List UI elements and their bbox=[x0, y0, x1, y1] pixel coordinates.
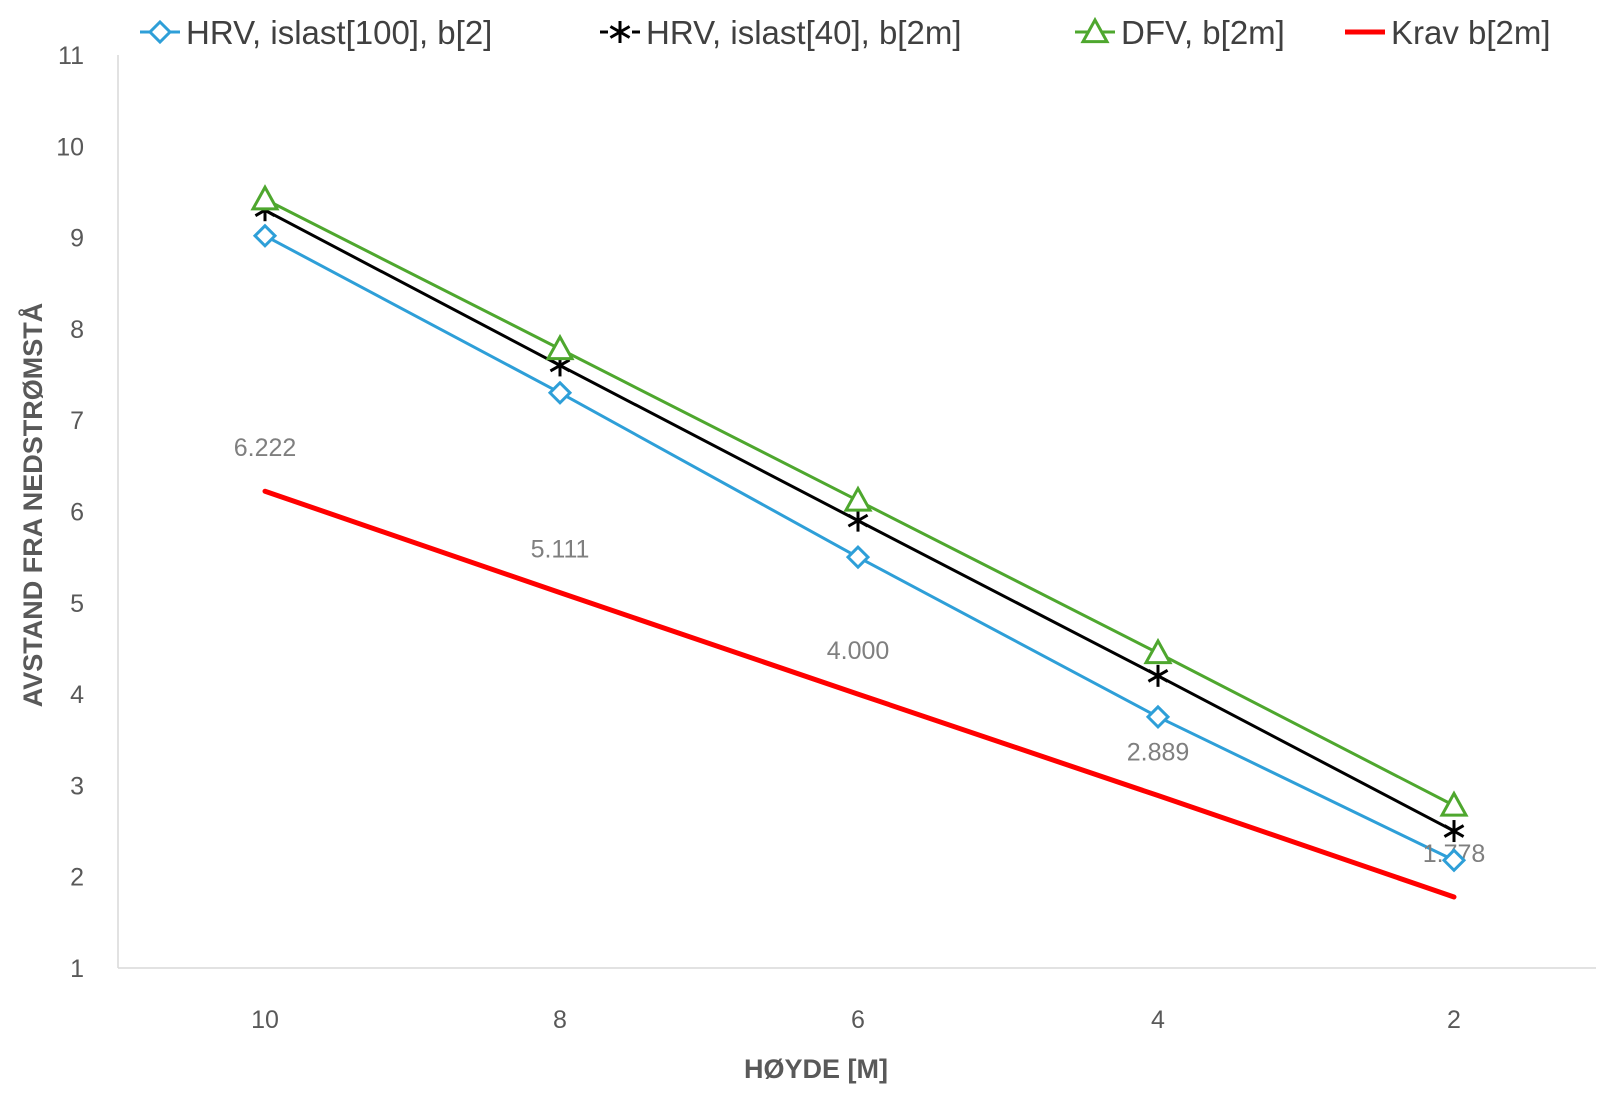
series-3-point bbox=[1143, 637, 1173, 665]
series-2-point bbox=[847, 509, 869, 532]
y-tick-label: 5 bbox=[70, 590, 84, 618]
x-tick-label: 6 bbox=[851, 1006, 865, 1034]
legend-marker bbox=[609, 21, 631, 43]
x-tick-label: 8 bbox=[553, 1006, 567, 1034]
y-tick-label: 11 bbox=[58, 42, 84, 70]
series-1-point bbox=[845, 545, 871, 570]
y-tick-label: 1 bbox=[70, 955, 84, 983]
legend-marker bbox=[147, 19, 173, 45]
legend-label: Krav b[2m] bbox=[1391, 14, 1551, 51]
legend-item: HRV, islast[100], b[2] bbox=[140, 14, 492, 51]
legend-label: HRV, islast[100], b[2] bbox=[186, 14, 492, 51]
y-tick-label: 8 bbox=[70, 316, 84, 344]
x-tick-label: 4 bbox=[1151, 1006, 1165, 1034]
legend-label: HRV, islast[40], b[2m] bbox=[646, 14, 961, 51]
series-1-point bbox=[547, 380, 573, 405]
x-axis-title: HØYDE [M] bbox=[744, 1054, 888, 1084]
series-2-point bbox=[1147, 664, 1169, 687]
series-3-point bbox=[1439, 790, 1469, 817]
series-3-point bbox=[843, 485, 873, 512]
x-tick-label: 10 bbox=[251, 1006, 279, 1034]
y-tick-label: 6 bbox=[70, 499, 84, 527]
legend-marker bbox=[1080, 16, 1110, 44]
y-tick-label: 7 bbox=[70, 407, 84, 435]
legend-item: DFV, b[2m] bbox=[1075, 14, 1285, 51]
data-label: 4.000 bbox=[827, 637, 890, 665]
series-3-point bbox=[250, 184, 280, 211]
data-label: 2.889 bbox=[1127, 739, 1190, 767]
legend: HRV, islast[100], b[2] HRV, islast[40], b… bbox=[140, 14, 1551, 51]
y-tick-label: 4 bbox=[70, 681, 84, 709]
y-tick-label: 3 bbox=[70, 772, 84, 800]
series-line-4 bbox=[262, 488, 1457, 900]
series-3-point bbox=[545, 333, 575, 361]
y-tick-label: 9 bbox=[70, 225, 84, 253]
y-tick-label: 2 bbox=[70, 864, 84, 892]
y-axis-title: AVSTAND FRA NEDSTRØMSTÅ bbox=[17, 303, 48, 708]
series-1-point bbox=[252, 223, 278, 248]
y-tick-label: 10 bbox=[56, 133, 84, 161]
x-tick-label: 2 bbox=[1447, 1006, 1461, 1034]
series-1-point bbox=[1145, 704, 1171, 730]
legend-item: Krav b[2m] bbox=[1345, 14, 1551, 51]
series-2-point bbox=[1443, 820, 1465, 843]
y-axis: 1 2 3 4 5 6 7 8 9 10 11 bbox=[56, 42, 119, 983]
data-label: 6.222 bbox=[234, 434, 297, 462]
x-axis: 10 8 6 4 2 bbox=[118, 967, 1596, 1034]
legend-label: DFV, b[2m] bbox=[1121, 14, 1285, 51]
series-1-point bbox=[1441, 848, 1467, 873]
legend-item: HRV, islast[40], b[2m] bbox=[600, 14, 961, 51]
data-label: 5.111 bbox=[531, 536, 590, 564]
